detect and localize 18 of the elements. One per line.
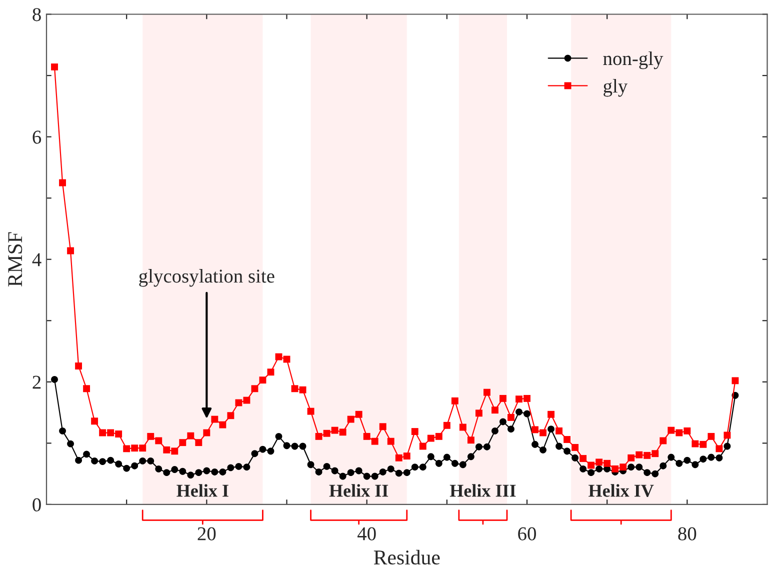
y-tick-label: 6 [32,130,42,144]
x-tick-label: 80 [678,527,696,540]
band-label: Helix I [176,484,228,497]
band-label: Helix II [329,484,388,497]
band-label: Helix IV [588,484,654,497]
y-tick-label: 8 [32,8,41,22]
y-tick-label: 4 [32,253,42,266]
x-tick-label: 20 [198,527,216,540]
band-label: Helix III [450,484,516,497]
y-axis-title: RMSF [8,232,22,287]
y-tick-label: 0 [32,498,41,512]
y-tick-label: 2 [32,376,41,389]
x-tick-label: 40 [357,527,376,540]
x-axis-title: Residue [374,550,440,565]
annotation: glycosylation site [139,269,274,287]
legend-label: non-gly [603,51,664,70]
legend-label: gly [604,79,628,97]
x-tick-label: 60 [518,527,536,540]
